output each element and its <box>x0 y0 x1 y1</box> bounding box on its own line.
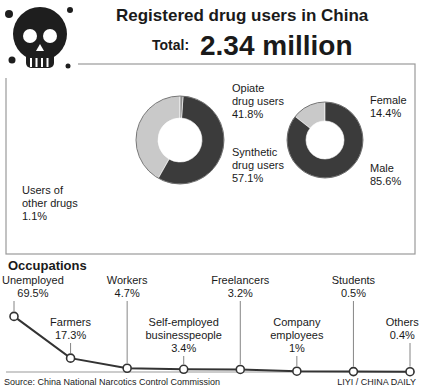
data-point <box>236 365 244 373</box>
donut-outline <box>287 102 363 178</box>
category-label: Unemployed <box>2 274 64 286</box>
splatter <box>66 64 71 69</box>
donut-slice <box>158 96 224 184</box>
skull-eye <box>43 29 57 43</box>
category-label-line: Self-employed <box>149 316 219 328</box>
splatter <box>9 57 16 64</box>
category-label: Farmers <box>50 316 91 328</box>
leader-line <box>240 301 241 364</box>
category-label-line: Others <box>386 316 420 328</box>
slice-value: 1.1% <box>22 210 47 222</box>
category-label-line: Workers <box>107 274 148 286</box>
chart-title: Occupations <box>8 258 87 273</box>
value-label: 3.4% <box>171 342 196 354</box>
category-label-line: businesspeople <box>145 329 221 341</box>
category-label: Workers <box>107 274 148 286</box>
page: {"header": {"title": "Registered drug us… <box>0 0 421 389</box>
donut-chart: Opiatedrug users41.8%Syntheticdrug users… <box>22 82 284 222</box>
total-label: Total: <box>152 37 189 53</box>
skull-icon <box>2 2 78 78</box>
data-line <box>14 316 410 371</box>
category-label-line: Unemployed <box>2 274 64 286</box>
category-label: Others <box>386 316 420 328</box>
skull-backdrop <box>2 2 78 78</box>
donut-chart: Female14.4% Male85.6% <box>287 94 407 187</box>
skull-eye <box>23 29 37 43</box>
slice-label: Male <box>370 162 394 174</box>
category-label-line: Farmers <box>50 316 91 328</box>
value-label: 4.7% <box>115 287 140 299</box>
donut-slice <box>180 96 183 118</box>
slice-label-line: drug users <box>232 95 284 107</box>
title: Registered drug users in China <box>116 6 369 25</box>
category-label-line: Company <box>273 316 321 328</box>
slice-label: Opiatedrug users <box>232 82 284 107</box>
slice-value: 14.4% <box>370 107 401 119</box>
category-label: Companyemployees <box>270 316 324 341</box>
slice-label: Female <box>370 94 407 106</box>
leader-line <box>70 343 71 353</box>
value-label: 1% <box>289 342 305 354</box>
slice-value: 85.6% <box>370 175 401 187</box>
labels: Unemployed69.5% Farmers17.3% Workers4.7% Se… <box>2 274 419 367</box>
splatter <box>5 10 13 18</box>
skull-tooth <box>47 58 49 67</box>
leader-line <box>410 343 411 367</box>
slice-label: Syntheticdrug users <box>232 146 284 171</box>
slice-label-line: drug users <box>232 159 284 171</box>
leader-line <box>127 301 128 363</box>
data-point <box>123 364 131 372</box>
skull-tooth <box>36 58 38 67</box>
data-point <box>293 367 301 375</box>
slice-label-line: other drugs <box>22 197 78 209</box>
slice-label-line: Opiate <box>232 82 264 94</box>
section-frame <box>6 64 415 254</box>
leader-line <box>183 356 184 364</box>
category-label: Freelancers <box>211 274 270 286</box>
skull-nose <box>36 44 44 51</box>
slice-label-line: Users of <box>22 184 64 196</box>
category-label-line: Freelancers <box>211 274 270 286</box>
value-label: 3.2% <box>228 287 253 299</box>
source: Source: China National Narcotics Control… <box>4 377 220 387</box>
slice-label-line: Synthetic <box>232 146 278 158</box>
leader-line <box>14 301 15 311</box>
data-point <box>349 368 357 376</box>
value-label: 0.4% <box>390 329 415 341</box>
skull-tooth <box>41 58 43 67</box>
slice-value: 57.1% <box>232 172 263 184</box>
leader-line <box>296 356 297 366</box>
donut-slice <box>287 102 363 178</box>
data-point <box>10 312 18 320</box>
credit: LIYI / CHINA DAILY <box>337 377 416 387</box>
slice-label: Users ofother drugs <box>22 184 78 209</box>
value-label: 17.3% <box>55 329 86 341</box>
skull-tooth <box>30 58 32 67</box>
slice-value: 41.8% <box>232 108 263 120</box>
splatter <box>67 7 73 13</box>
category-label: Self-employedbusinesspeople <box>145 316 221 341</box>
data-point <box>67 354 75 362</box>
donut-outline <box>136 96 224 184</box>
data-point <box>180 365 188 373</box>
value-label: 0.5% <box>341 287 366 299</box>
category-label-line: employees <box>270 329 324 341</box>
leader-line <box>353 301 354 367</box>
category-label: Students <box>332 274 376 286</box>
infographic: Registered drug users in China Total: 2.34… <box>0 0 421 389</box>
value-label: 69.5% <box>17 287 48 299</box>
slice-label-line: Female <box>370 94 407 106</box>
data-point <box>406 368 414 376</box>
total-value: 2.34 million <box>200 30 353 61</box>
line-chart: OccupationsUnemployed69.5% Farmers17.3% Wo… <box>2 258 419 376</box>
category-label-line: Students <box>332 274 376 286</box>
slice-label-line: Male <box>370 162 394 174</box>
